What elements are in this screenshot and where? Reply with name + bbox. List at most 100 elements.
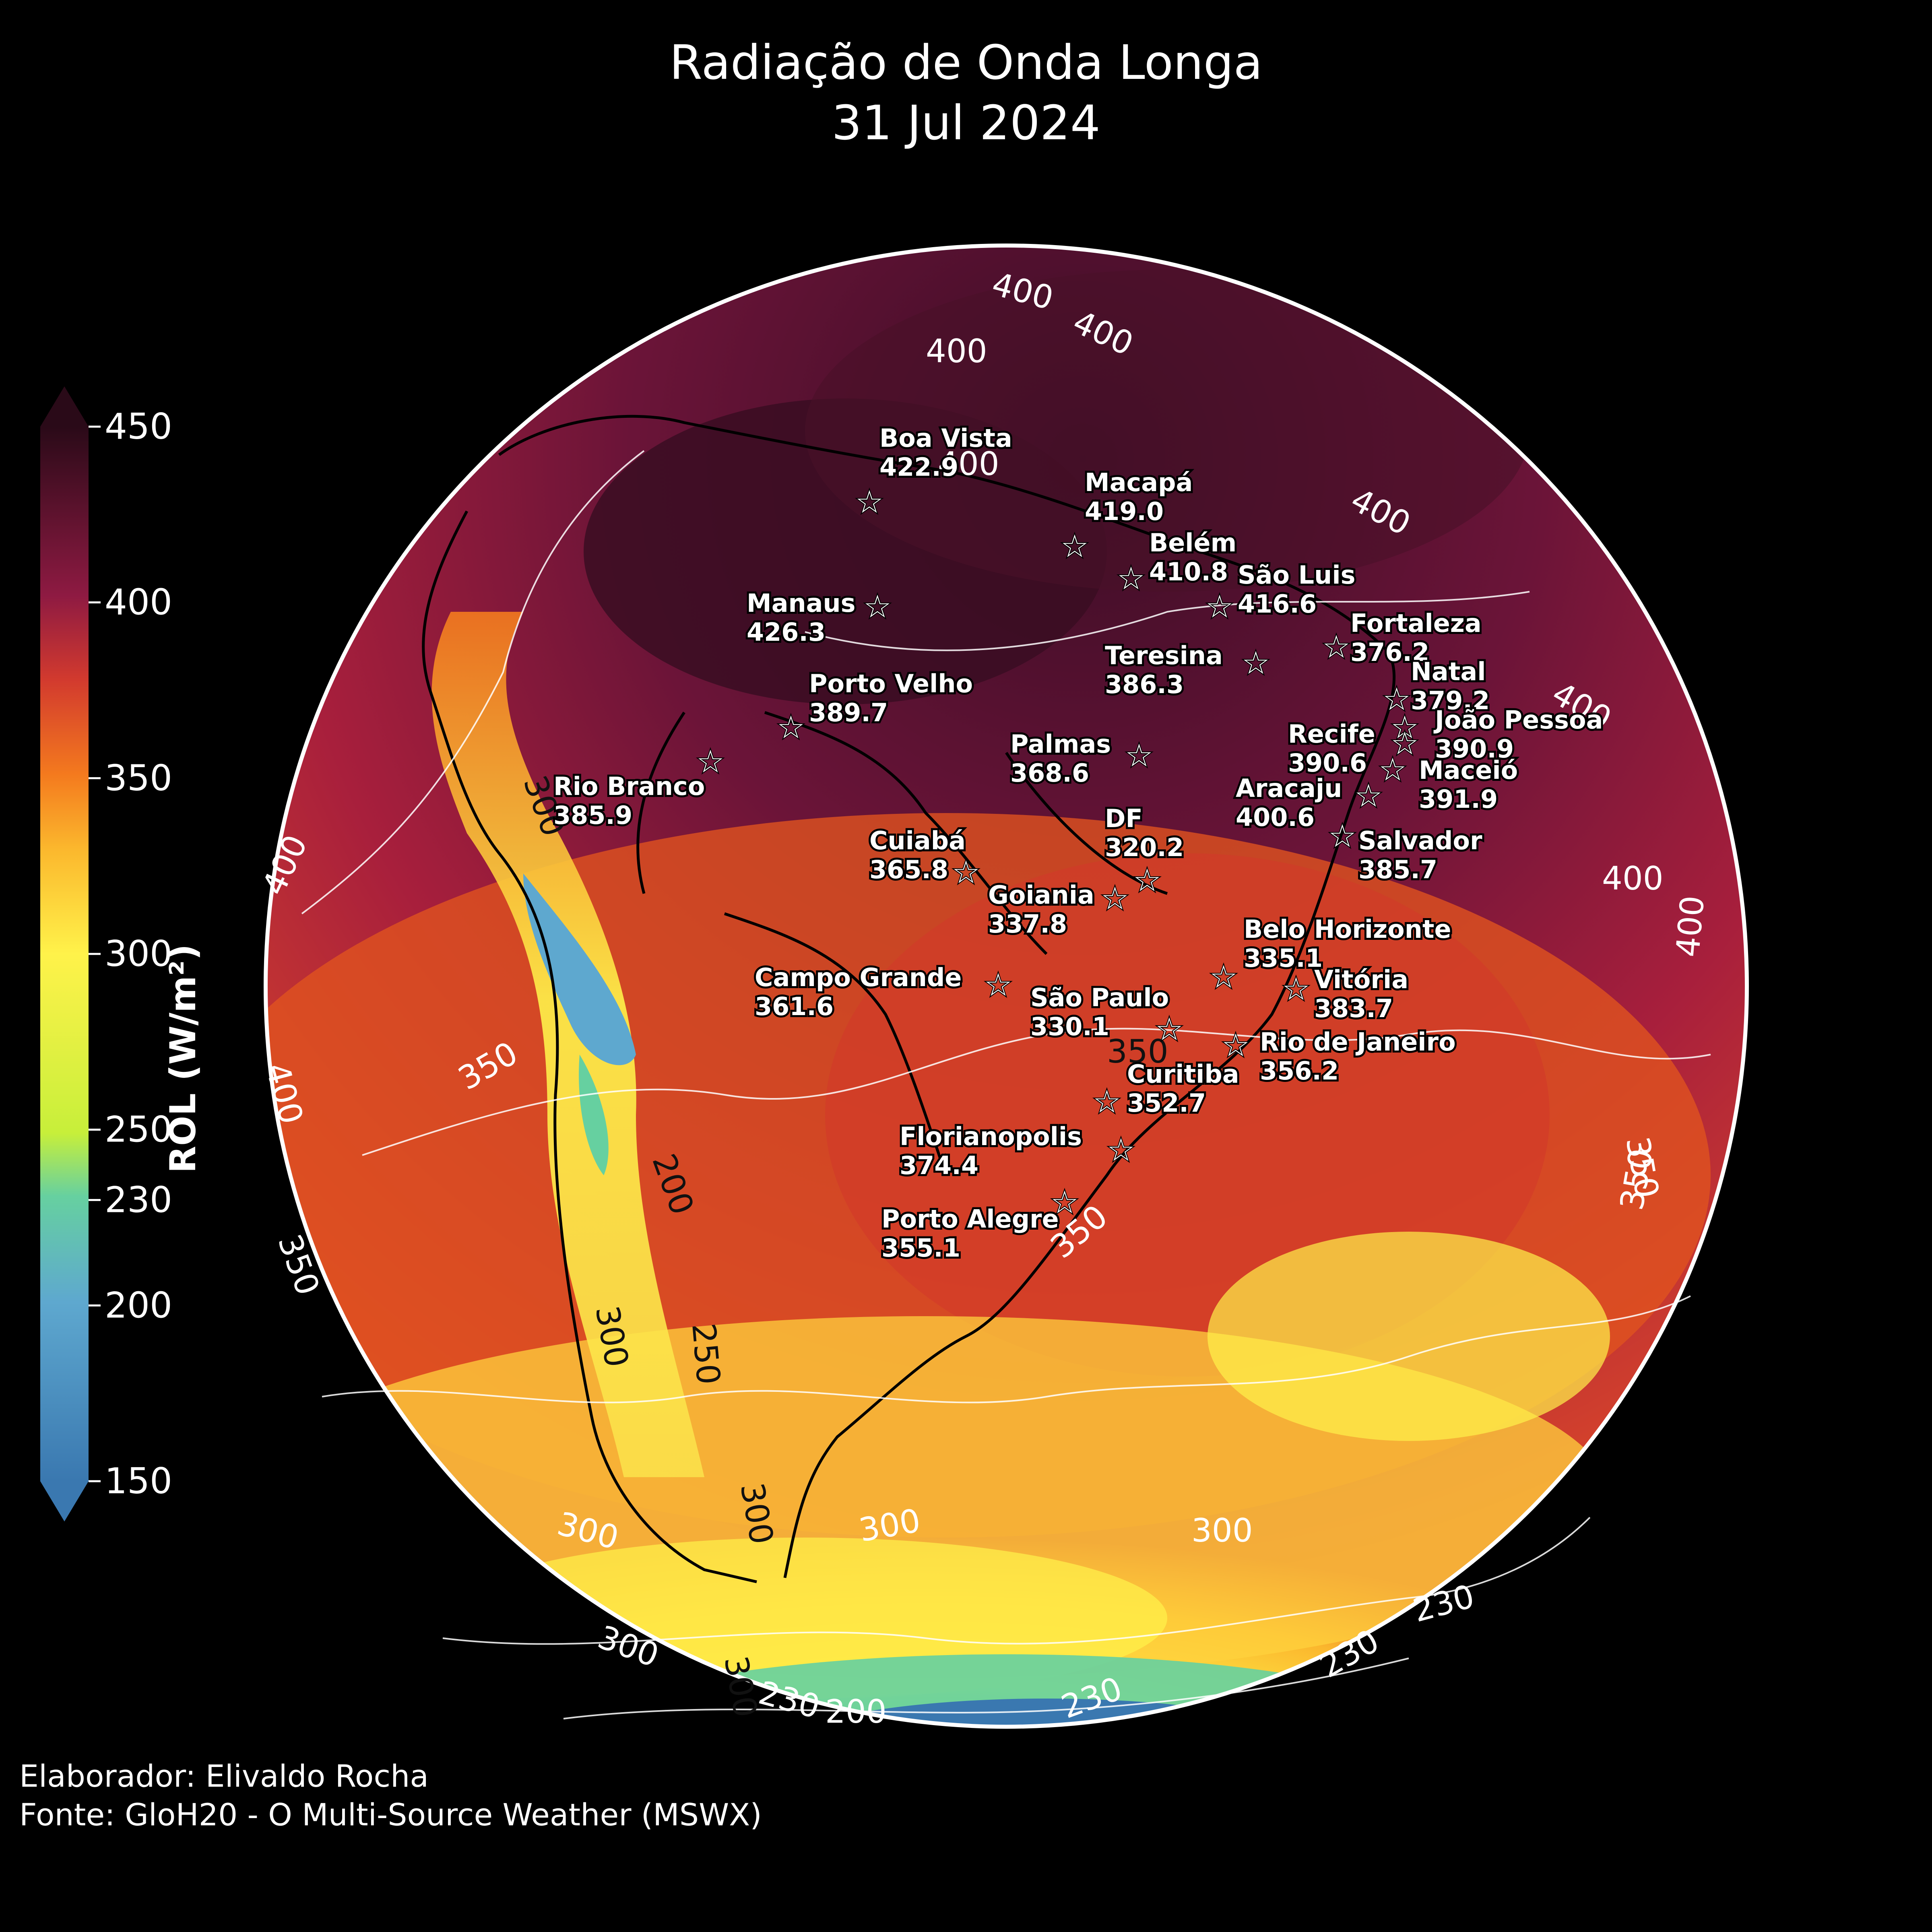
city-olr-value: 385.7 — [1358, 855, 1437, 884]
city-name: Belo Horizonte — [1244, 914, 1451, 944]
city-name: Recife — [1288, 719, 1375, 749]
city-name: Boa Vista — [879, 423, 1012, 453]
city-olr-value: 320.2 — [1105, 833, 1184, 862]
colorbar-label: ROL (W/m²) — [162, 944, 204, 1173]
city-olr-value: 416.6 — [1238, 589, 1317, 619]
city-name: São Luis — [1238, 560, 1355, 590]
city-olr-value: 383.7 — [1314, 994, 1393, 1023]
star-icon: ☆ — [1101, 881, 1129, 917]
contour-label: 250 — [685, 1322, 727, 1386]
city-olr-value: 374.4 — [900, 1151, 978, 1180]
city-name: Aracaju — [1236, 774, 1342, 803]
star-icon: ☆ — [1133, 863, 1161, 899]
city-name: Porto Alegre — [881, 1204, 1059, 1234]
colorbar-tick-label: 300 — [105, 933, 172, 974]
star-icon: ☆ — [1282, 971, 1310, 1007]
star-icon: ☆ — [952, 855, 980, 891]
colorbar-tick-label: 400 — [105, 582, 172, 623]
city-name: Rio de Janeiro — [1260, 1027, 1456, 1057]
city-name: Goiania — [988, 880, 1094, 910]
star-icon: ☆ — [984, 967, 1012, 1003]
city-olr-value: 389.7 — [809, 698, 888, 727]
city-markers: ☆Boa Vista422.9☆Macapá419.0☆Belém410.8☆S… — [551, 421, 1605, 1265]
author-credit: Elaborador: Elivaldo Rocha — [19, 1758, 429, 1794]
star-icon: ☆ — [1322, 629, 1350, 665]
city-olr-value: 385.9 — [553, 801, 632, 830]
city-name: Porto Velho — [809, 669, 973, 698]
colorbar-min-extend — [40, 1481, 89, 1521]
city-olr-value: 422.9 — [879, 452, 958, 482]
city-olr-value: 337.8 — [988, 909, 1067, 939]
city-olr-value: 390.6 — [1288, 748, 1367, 778]
data-source-credit: Fonte: GloH20 - O Multi-Source Weather (… — [19, 1797, 762, 1833]
city-olr-value: 361.6 — [755, 992, 834, 1021]
city-name: São Paulo — [1030, 983, 1169, 1012]
city-name: Campo Grande — [755, 963, 962, 992]
contour-label: 400 — [1669, 894, 1711, 958]
city-name: João Pessoa — [1433, 705, 1603, 735]
star-icon: ☆ — [1328, 818, 1356, 855]
city-name: Maceió — [1419, 755, 1518, 785]
city-name: Vitória — [1314, 965, 1408, 994]
city-name: Palmas — [1010, 729, 1111, 759]
globe-outline — [264, 244, 1749, 1729]
city-olr-value: 400.6 — [1236, 803, 1315, 832]
city-olr-value: 386.3 — [1105, 670, 1184, 699]
star-icon: ☆ — [1391, 710, 1419, 746]
star-icon: ☆ — [1222, 1028, 1250, 1064]
globe-map: 400 400 400 400 400 400 400 400 400 400 … — [255, 244, 1749, 1730]
contour-labels: 400 400 400 400 400 400 400 400 400 400 … — [255, 265, 1711, 1730]
star-icon: ☆ — [1379, 752, 1407, 788]
city-olr-value: 356.2 — [1260, 1056, 1339, 1086]
contour-label: 400 — [926, 332, 987, 370]
city-olr-value: 368.6 — [1010, 758, 1089, 788]
city-olr-value: 419.0 — [1085, 497, 1164, 526]
colorbar-tick-label: 200 — [105, 1284, 172, 1326]
colorbar-tick-label: 150 — [105, 1460, 172, 1502]
title-line-2: 31 Jul 2024 — [832, 95, 1100, 151]
olr-field — [266, 246, 1747, 1727]
city-name: Teresina — [1105, 641, 1223, 670]
star-icon: ☆ — [1051, 1185, 1079, 1221]
city-name: Curitiba — [1127, 1059, 1239, 1089]
contour-label: 350 — [1107, 1033, 1168, 1070]
star-icon: ☆ — [1061, 528, 1089, 565]
contour-label: 400 — [1602, 860, 1664, 897]
city-olr-value: 376.2 — [1350, 638, 1429, 667]
city-olr-value: 410.8 — [1149, 557, 1228, 586]
credits: Elaborador: Elivaldo Rocha Fonte: GloH20… — [19, 1757, 762, 1834]
city-name: Manaus — [747, 588, 856, 618]
star-icon: ☆ — [1210, 959, 1238, 995]
colorbar: 450 400 350 300 250 230 200 150 — [40, 386, 172, 1521]
city-name: Cuiabá — [869, 826, 966, 855]
star-icon: ☆ — [1125, 738, 1153, 774]
city-olr-value: 379.2 — [1411, 686, 1490, 715]
city-olr-value: 330.1 — [1030, 1012, 1109, 1041]
colorbar-tick-label: 250 — [105, 1109, 172, 1150]
star-icon: ☆ — [1354, 778, 1383, 814]
colorbar-max-extend — [40, 386, 89, 427]
colorbar-gradient — [40, 427, 89, 1481]
city-olr-value: 352.7 — [1127, 1088, 1206, 1118]
city-name: Salvador — [1358, 826, 1482, 855]
star-icon: ☆ — [1242, 645, 1270, 681]
